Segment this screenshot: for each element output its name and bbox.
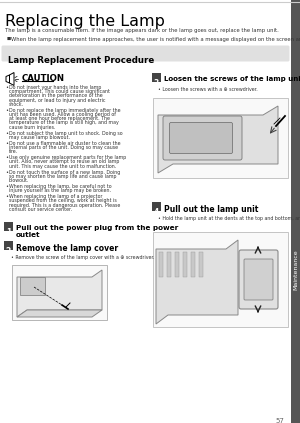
Text: 2: 2 — [6, 247, 11, 255]
Polygon shape — [156, 240, 238, 324]
Polygon shape — [17, 270, 102, 317]
Text: temperature of the lamp is still high, and may: temperature of the lamp is still high, a… — [9, 121, 119, 125]
Text: Replacing the Lamp: Replacing the Lamp — [5, 14, 165, 29]
Bar — [4, 241, 13, 250]
Text: Do not insert your hands into the lamp: Do not insert your hands into the lamp — [9, 85, 101, 90]
FancyBboxPatch shape — [163, 116, 242, 160]
Text: unit has been used. Allow a cooling period of: unit has been used. Allow a cooling peri… — [9, 112, 116, 117]
Text: •: • — [5, 141, 8, 146]
Text: Pull out the power plug from the power
outlet: Pull out the power plug from the power o… — [16, 225, 178, 238]
Text: •: • — [5, 131, 8, 136]
Bar — [152, 73, 161, 82]
Text: Remove the lamp cover: Remove the lamp cover — [16, 244, 118, 253]
FancyBboxPatch shape — [244, 259, 273, 300]
Bar — [152, 202, 161, 211]
Text: unit. Also, never attempt to reuse an old lamp: unit. Also, never attempt to reuse an ol… — [9, 159, 119, 165]
Text: blowout.: blowout. — [9, 178, 29, 183]
Text: Do not use a flammable air duster to clean the: Do not use a flammable air duster to cle… — [9, 141, 121, 146]
Text: •: • — [5, 155, 8, 160]
Bar — [183, 252, 187, 277]
Bar — [20, 277, 45, 295]
Bar — [153, 232, 288, 327]
Text: 3: 3 — [154, 79, 159, 88]
Text: Maintenance: Maintenance — [293, 250, 298, 290]
Text: consult our service center.: consult our service center. — [9, 207, 72, 212]
Text: injure yourself as the lamp may be broken.: injure yourself as the lamp may be broke… — [9, 188, 111, 193]
Bar — [167, 252, 171, 277]
Text: •: • — [5, 108, 8, 113]
Bar — [175, 252, 179, 277]
Text: • Hold the lamp unit at the dents at the top and bottom, and pull it out.: • Hold the lamp unit at the dents at the… — [158, 216, 300, 221]
Text: When replacing the lamp, be careful not to: When replacing the lamp, be careful not … — [9, 184, 112, 189]
Text: 4: 4 — [154, 208, 159, 217]
Bar — [153, 98, 288, 178]
Text: unit. This may cause the unit to malfunction.: unit. This may cause the unit to malfunc… — [9, 164, 116, 169]
Text: When the lamp replacement time approaches, the user is notified with a message d: When the lamp replacement time approache… — [11, 37, 300, 42]
Text: •: • — [5, 184, 8, 189]
Polygon shape — [17, 310, 102, 317]
FancyBboxPatch shape — [2, 46, 290, 61]
Text: Pull out the lamp unit: Pull out the lamp unit — [164, 205, 258, 214]
Text: may cause lamp blowout.: may cause lamp blowout. — [9, 135, 70, 140]
Text: equipment, or lead to injury and electric: equipment, or lead to injury and electri… — [9, 98, 106, 103]
Bar — [4, 222, 13, 231]
Text: Loosen the screws of the lamp unit: Loosen the screws of the lamp unit — [164, 76, 300, 82]
Bar — [159, 252, 163, 277]
Text: suspended from the ceiling, work at height is: suspended from the ceiling, work at heig… — [9, 198, 117, 203]
Bar — [291, 0, 300, 423]
Text: shock.: shock. — [9, 102, 24, 107]
Text: When replacing the lamp of a projector: When replacing the lamp of a projector — [9, 194, 102, 199]
Text: Use only genuine replacement parts for the lamp: Use only genuine replacement parts for t… — [9, 155, 126, 160]
Polygon shape — [158, 106, 278, 173]
Text: so may shorten the lamp life and cause lamp: so may shorten the lamp life and cause l… — [9, 174, 116, 179]
Text: cause burn injuries.: cause burn injuries. — [9, 125, 56, 129]
Text: •: • — [5, 170, 8, 175]
Text: • Loosen the screws with a ⊕ screwdriver.: • Loosen the screws with a ⊕ screwdriver… — [158, 87, 258, 92]
Text: • Remove the screw of the lamp cover with a ⊕ screwdriver.: • Remove the screw of the lamp cover wit… — [11, 255, 154, 260]
Text: Do not subject the lamp unit to shock. Doing so: Do not subject the lamp unit to shock. D… — [9, 131, 123, 136]
Text: ■: ■ — [7, 37, 11, 41]
Text: fire.: fire. — [9, 149, 18, 154]
Text: deterioration in the performance of the: deterioration in the performance of the — [9, 93, 103, 99]
Bar — [191, 252, 195, 277]
Text: internal parts of the unit. Doing so may cause: internal parts of the unit. Doing so may… — [9, 145, 118, 150]
Text: 1: 1 — [6, 228, 11, 236]
Text: Lamp Replacement Procedure: Lamp Replacement Procedure — [8, 56, 154, 65]
Bar — [199, 252, 203, 277]
Text: CAUTION: CAUTION — [22, 74, 65, 83]
Text: The lamp is a consumable item. If the image appears dark or the lamp goes out, r: The lamp is a consumable item. If the im… — [5, 28, 279, 33]
Text: •: • — [5, 85, 8, 90]
FancyBboxPatch shape — [239, 250, 278, 309]
Text: compartment. This could cause significant: compartment. This could cause significan… — [9, 89, 110, 94]
Text: Do not replace the lamp immediately after the: Do not replace the lamp immediately afte… — [9, 108, 121, 113]
Text: at least one hour before replacement. The: at least one hour before replacement. Th… — [9, 116, 110, 121]
Bar — [12, 265, 107, 320]
FancyBboxPatch shape — [169, 123, 232, 154]
Text: 57: 57 — [275, 418, 284, 423]
Text: •: • — [5, 194, 8, 199]
Text: required. This is a dangerous operation. Please: required. This is a dangerous operation.… — [9, 203, 120, 208]
Text: Do not touch the surface of a new lamp. Doing: Do not touch the surface of a new lamp. … — [9, 170, 120, 175]
